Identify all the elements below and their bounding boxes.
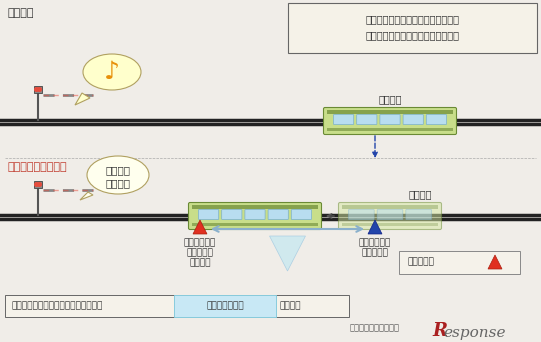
FancyBboxPatch shape bbox=[324, 107, 457, 134]
Text: 出典：国土交通省資料: 出典：国土交通省資料 bbox=[350, 323, 400, 332]
FancyBboxPatch shape bbox=[426, 115, 446, 124]
FancyBboxPatch shape bbox=[268, 210, 288, 220]
Polygon shape bbox=[75, 93, 90, 105]
FancyBboxPatch shape bbox=[333, 115, 354, 124]
Text: ていない: ていない bbox=[105, 178, 130, 188]
FancyBboxPatch shape bbox=[377, 210, 403, 220]
FancyBboxPatch shape bbox=[288, 3, 537, 53]
FancyBboxPatch shape bbox=[5, 295, 349, 317]
FancyBboxPatch shape bbox=[339, 202, 441, 229]
Text: 警報開始点: 警報開始点 bbox=[187, 248, 214, 257]
Text: ♪: ♪ bbox=[104, 60, 120, 84]
Text: 余計な遅断時間: 余計な遅断時間 bbox=[206, 302, 244, 311]
FancyBboxPatch shape bbox=[406, 210, 432, 220]
FancyBboxPatch shape bbox=[291, 210, 312, 220]
Polygon shape bbox=[80, 192, 93, 200]
FancyBboxPatch shape bbox=[188, 202, 321, 229]
FancyBboxPatch shape bbox=[174, 295, 276, 317]
FancyBboxPatch shape bbox=[357, 115, 377, 124]
Ellipse shape bbox=[87, 156, 149, 194]
Bar bbox=[192, 205, 318, 209]
FancyBboxPatch shape bbox=[403, 115, 423, 124]
Bar bbox=[327, 128, 453, 131]
Text: 警報開始点: 警報開始点 bbox=[361, 248, 388, 257]
Text: 速い列車用の: 速い列車用の bbox=[359, 238, 391, 247]
Text: （新設）: （新設） bbox=[189, 258, 211, 267]
Polygon shape bbox=[488, 255, 502, 269]
Circle shape bbox=[38, 88, 41, 91]
Text: 遅い列車: 遅い列車 bbox=[408, 189, 432, 199]
Text: 警報開始点: 警報開始点 bbox=[408, 258, 435, 266]
Text: esponse: esponse bbox=[443, 326, 505, 340]
Bar bbox=[192, 223, 318, 226]
Text: も遅い列車も警報開始が同じ地点。: も遅い列車も警報開始が同じ地点。 bbox=[366, 30, 459, 40]
FancyBboxPatch shape bbox=[199, 210, 219, 220]
Bar bbox=[34, 86, 42, 93]
FancyBboxPatch shape bbox=[348, 210, 374, 220]
Bar bbox=[342, 223, 438, 226]
Text: R: R bbox=[432, 322, 447, 340]
Bar bbox=[34, 181, 42, 188]
FancyBboxPatch shape bbox=[245, 210, 265, 220]
Text: 【賢い踏切導入後】: 【賢い踏切導入後】 bbox=[8, 162, 68, 172]
Ellipse shape bbox=[83, 54, 141, 90]
Bar bbox=[342, 205, 438, 209]
Text: 遅い列車用の: 遅い列車用の bbox=[184, 238, 216, 247]
Circle shape bbox=[35, 88, 38, 91]
Text: を短縮！: を短縮！ bbox=[280, 302, 301, 311]
Bar bbox=[327, 110, 453, 114]
FancyBboxPatch shape bbox=[399, 250, 519, 274]
Circle shape bbox=[38, 183, 41, 186]
Polygon shape bbox=[193, 220, 207, 234]
FancyBboxPatch shape bbox=[222, 210, 242, 220]
Text: 遅い列車: 遅い列車 bbox=[378, 94, 402, 104]
Polygon shape bbox=[368, 220, 382, 234]
Polygon shape bbox=[269, 236, 306, 271]
Text: まだ鳴っ: まだ鳴っ bbox=[105, 165, 130, 175]
Text: 【従来】: 【従来】 bbox=[8, 8, 35, 18]
Text: 対策をしていない踏切は、早い列車: 対策をしていない踏切は、早い列車 bbox=[366, 14, 459, 24]
FancyBboxPatch shape bbox=[380, 115, 400, 124]
Text: 新たな警報開始点を追加することで、: 新たな警報開始点を追加することで、 bbox=[12, 302, 103, 311]
Circle shape bbox=[35, 183, 38, 186]
